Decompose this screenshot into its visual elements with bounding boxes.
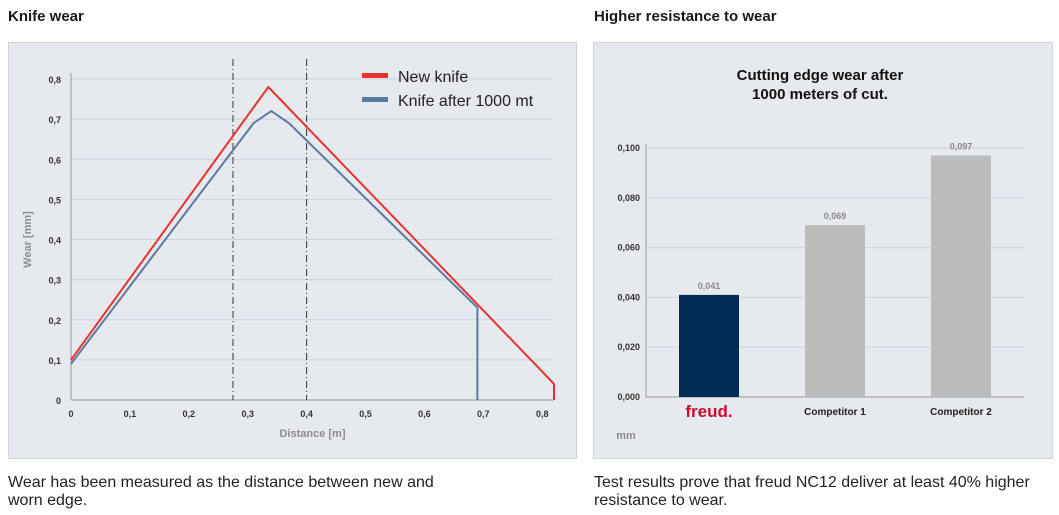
x-tick-label: 0,1 [124, 409, 137, 419]
bar [931, 155, 991, 397]
y-tick-label: 0,080 [617, 193, 640, 203]
y-tick-label: 0,060 [617, 243, 640, 253]
y-tick-label: 0,7 [48, 115, 61, 125]
x-tick-label: 0,8 [536, 409, 549, 419]
bar-value-label: 0,041 [698, 281, 721, 291]
y-tick-label: 0,040 [617, 292, 640, 302]
x-axis-label: Distance [m] [279, 428, 345, 440]
y-tick-label: 0,3 [48, 276, 61, 286]
category-label: Competitor 1 [804, 407, 866, 418]
y-tick-label: 0,6 [48, 155, 61, 165]
legend-swatch [362, 97, 388, 102]
bar-value-label: 0,097 [950, 141, 973, 151]
legend-swatch [362, 73, 388, 78]
x-tick-label: 0,6 [418, 409, 431, 419]
left-section-title: Knife wear [8, 8, 84, 25]
wear-line-chart: 0 0,1 0,2 0,3 0,4 0,5 0,6 0,7 0,8 0 0,1 0,2 0,3 0,4 0,… [22, 59, 555, 440]
freud-logo-label: freud. [685, 402, 732, 421]
y-tick-label: 0,020 [617, 342, 640, 352]
x-tick-label: 0,4 [300, 409, 313, 419]
y-unit-label: mm [616, 430, 636, 442]
y-tick-label: 0,1 [48, 356, 61, 366]
y-tick-label: 0 [56, 396, 61, 406]
category-label: Competitor 2 [930, 407, 992, 418]
bar [805, 225, 865, 397]
right-section-title: Higher resistance to wear [594, 8, 777, 25]
chart-title: 1000 meters of cut. [752, 86, 888, 103]
y-tick-label: 0,8 [48, 75, 61, 85]
bar-value-label: 0,069 [824, 211, 847, 221]
y-tick-label: 0,000 [617, 392, 640, 402]
y-tick-label: 0,5 [48, 195, 61, 205]
y-tick-label: 0,100 [617, 143, 640, 153]
y-axis-label: Wear [mm] [22, 211, 34, 268]
resistance-chart-panel: Cutting edge wear after 1000 meters of cu… [593, 42, 1053, 459]
y-tick-label: 0,4 [48, 236, 61, 246]
left-caption: Wear has been measured as the distance b… [8, 474, 434, 509]
legend-label: Knife after 1000 mt [398, 93, 534, 110]
x-tick-label: 0,5 [359, 409, 372, 419]
series-line [70, 86, 555, 400]
legend-label: New knife [398, 69, 468, 86]
y-tick-label: 0,2 [48, 316, 61, 326]
x-tick-label: 0,7 [477, 409, 490, 419]
series-line [70, 110, 479, 400]
resistance-bar-chart: Cutting edge wear after 1000 meters of cu… [616, 67, 1024, 442]
right-caption: Test results prove that freud NC12 deliv… [594, 474, 1030, 509]
x-tick-label: 0,3 [241, 409, 254, 419]
x-tick-label: 0,2 [183, 409, 196, 419]
chart-title: Cutting edge wear after [737, 67, 904, 84]
bar [679, 294, 739, 397]
wear-chart-panel: 0 0,1 0,2 0,3 0,4 0,5 0,6 0,7 0,8 0 0,1 0,2 0,3 0,4 0,… [8, 42, 577, 459]
x-tick-label: 0 [68, 409, 73, 419]
